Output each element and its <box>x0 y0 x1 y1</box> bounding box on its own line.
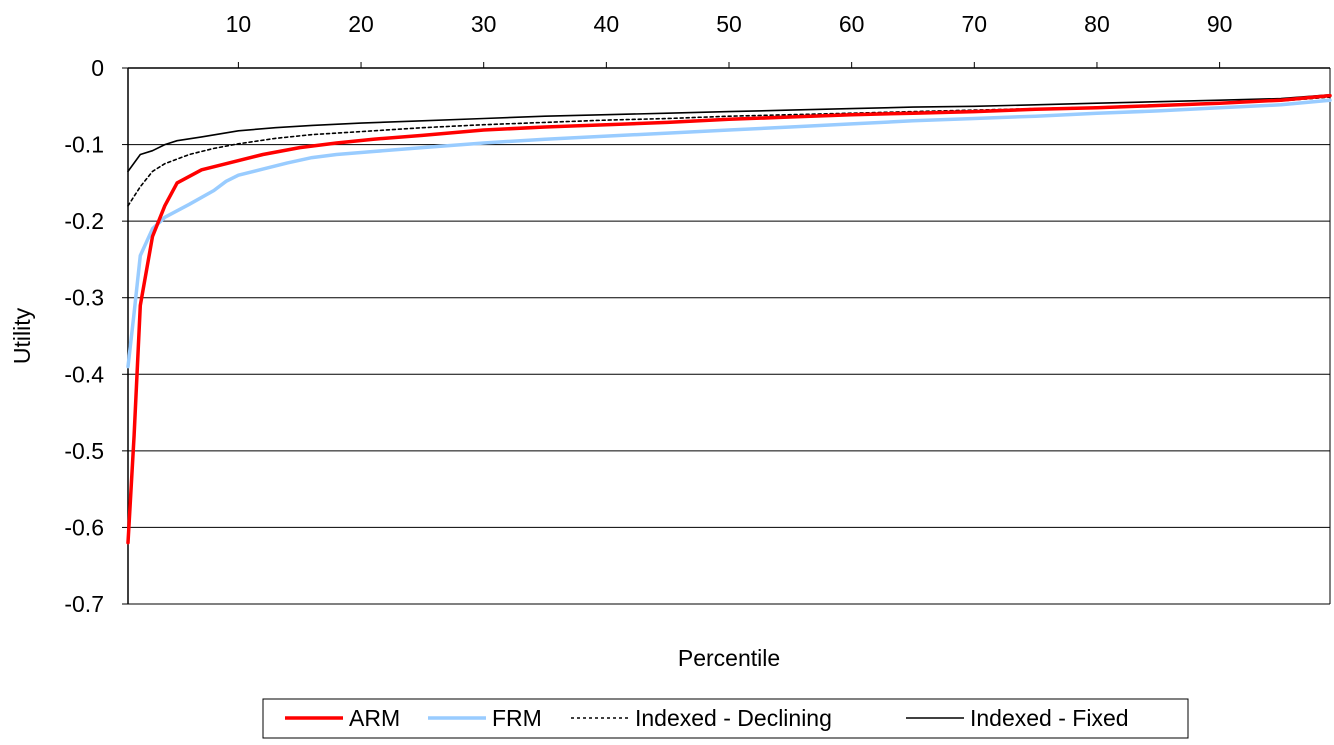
y-tick-label: -0.3 <box>64 285 104 311</box>
series-line-arm <box>126 93 1332 545</box>
y-tick-label: -0.6 <box>64 514 104 540</box>
legend-label: Indexed - Declining <box>635 705 832 731</box>
x-tick-labels: 10 20 30 40 50 60 70 80 90 <box>226 11 1233 37</box>
legend-label: Indexed - Fixed <box>970 705 1129 731</box>
y-tick-label: -0.1 <box>64 132 104 158</box>
x-tick-label: 60 <box>839 11 865 37</box>
x-axis-title: Percentile <box>678 645 780 671</box>
y-tick-label: 0 <box>91 55 104 81</box>
y-tick-labels: 0 -0.1 -0.2 -0.3 -0.4 -0.5 -0.6 -0.7 <box>64 55 104 617</box>
x-tick-label: 10 <box>226 11 252 37</box>
x-tick-label: 20 <box>348 11 374 37</box>
legend: ARM FRM Indexed - Declining Indexed - Fixed <box>262 698 1189 739</box>
y-axis-title: Utility <box>9 307 35 364</box>
y-tick-label: -0.5 <box>64 438 104 464</box>
x-tick-label: 40 <box>594 11 620 37</box>
legend-box <box>262 698 1189 739</box>
series-line-indexed-fixed <box>127 94 1331 173</box>
x-tick-label: 70 <box>962 11 988 37</box>
legend-label: FRM <box>492 705 542 731</box>
y-tick-label: -0.7 <box>64 591 104 617</box>
x-tick-label: 90 <box>1207 11 1233 37</box>
y-tick-label: -0.4 <box>64 361 104 387</box>
y-tick-label: -0.2 <box>64 208 104 234</box>
series-lines <box>126 93 1332 545</box>
series-line-frm <box>126 98 1332 369</box>
x-tick-label: 80 <box>1084 11 1110 37</box>
series-line-indexed-declining <box>127 96 1331 207</box>
x-tick-label: 30 <box>471 11 497 37</box>
legend-label: ARM <box>349 705 400 731</box>
axes <box>127 62 1331 605</box>
x-tick-label: 50 <box>716 11 742 37</box>
